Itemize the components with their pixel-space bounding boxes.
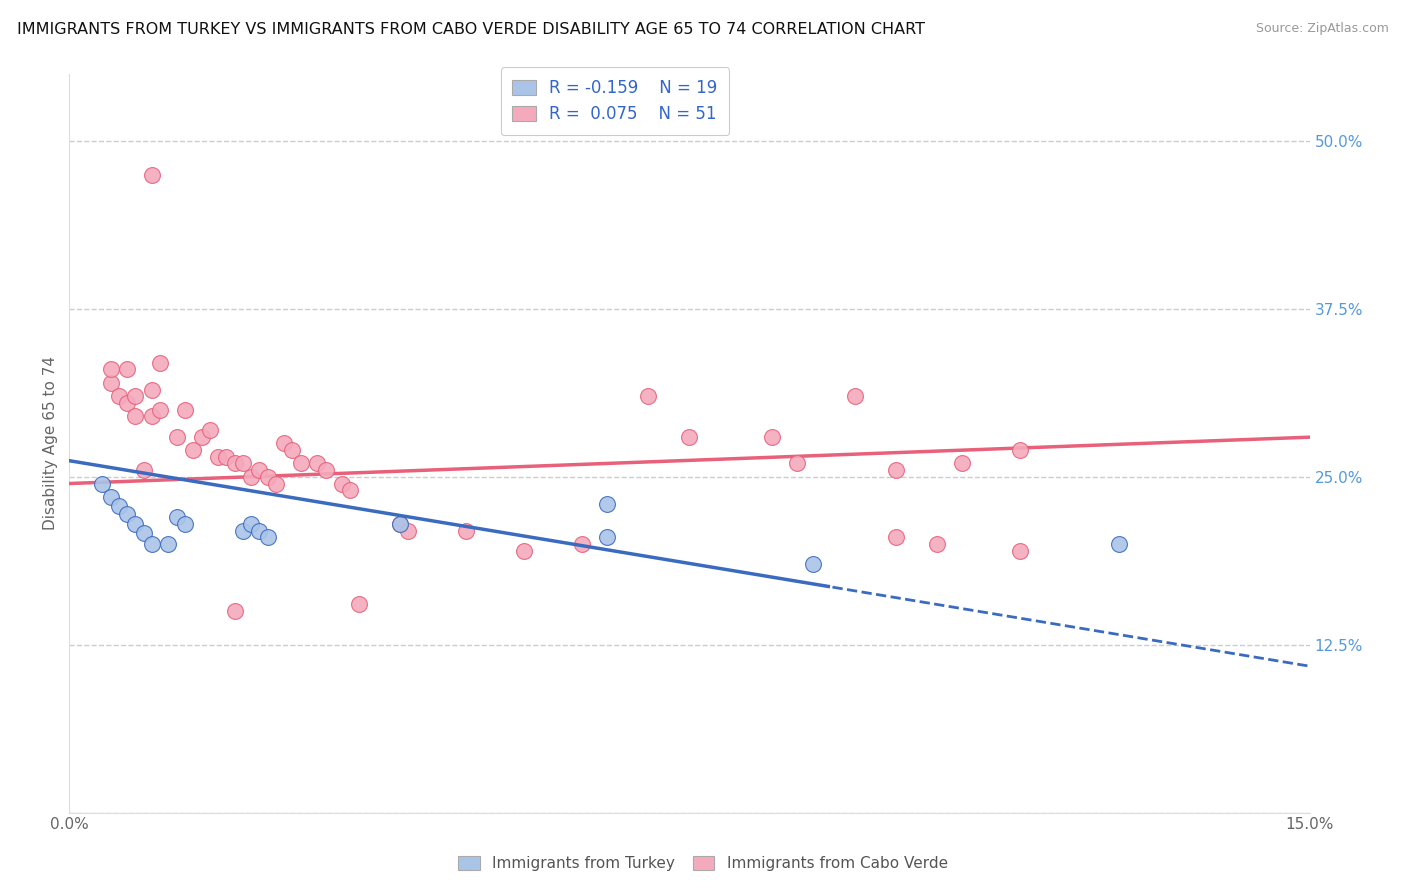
Point [596, 497, 619, 511]
Point [927, 537, 949, 551]
Point [1010, 442, 1032, 457]
Point [240, 516, 263, 531]
Point [339, 483, 361, 498]
Point [456, 524, 478, 538]
Point [761, 429, 783, 443]
Point [884, 530, 907, 544]
Point [91, 476, 114, 491]
Point [174, 516, 197, 531]
Point [207, 450, 229, 464]
Point [396, 524, 419, 538]
Legend: Immigrants from Turkey, Immigrants from Cabo Verde: Immigrants from Turkey, Immigrants from … [453, 850, 953, 877]
Point [232, 456, 254, 470]
Point [1108, 537, 1130, 551]
Point [215, 450, 238, 464]
Text: IMMIGRANTS FROM TURKEY VS IMMIGRANTS FROM CABO VERDE DISABILITY AGE 65 TO 74 COR: IMMIGRANTS FROM TURKEY VS IMMIGRANTS FRO… [17, 22, 925, 37]
Legend: R = -0.159    N = 19, R =  0.075    N = 51: R = -0.159 N = 19, R = 0.075 N = 51 [501, 68, 730, 136]
Point [166, 510, 188, 524]
Point [124, 409, 146, 424]
Point [141, 537, 163, 551]
Y-axis label: Disability Age 65 to 74: Disability Age 65 to 74 [44, 356, 58, 530]
Point [198, 423, 221, 437]
Point [678, 429, 700, 443]
Point [149, 402, 172, 417]
Point [950, 456, 973, 470]
Point [786, 456, 808, 470]
Point [108, 500, 131, 514]
Point [264, 476, 287, 491]
Point [803, 557, 825, 571]
Point [141, 409, 163, 424]
Point [290, 456, 312, 470]
Point [141, 168, 163, 182]
Point [240, 470, 263, 484]
Point [115, 362, 138, 376]
Point [132, 463, 155, 477]
Point [256, 470, 278, 484]
Point [100, 376, 122, 390]
Point [190, 429, 212, 443]
Point [571, 537, 593, 551]
Point [124, 516, 146, 531]
Point [388, 516, 411, 531]
Point [844, 389, 866, 403]
Point [157, 537, 180, 551]
Point [330, 476, 353, 491]
Point [166, 429, 188, 443]
Point [141, 383, 163, 397]
Point [513, 543, 536, 558]
Point [884, 463, 907, 477]
Point [100, 490, 122, 504]
Point [232, 524, 254, 538]
Point [256, 530, 278, 544]
Point [249, 463, 271, 477]
Point [174, 402, 197, 417]
Point [249, 524, 271, 538]
Point [315, 463, 337, 477]
Point [115, 396, 138, 410]
Point [149, 356, 172, 370]
Point [637, 389, 659, 403]
Point [596, 530, 619, 544]
Point [132, 526, 155, 541]
Point [307, 456, 329, 470]
Point [281, 442, 304, 457]
Point [388, 516, 411, 531]
Point [100, 362, 122, 376]
Point [273, 436, 295, 450]
Point [224, 456, 246, 470]
Point [224, 604, 246, 618]
Text: Source: ZipAtlas.com: Source: ZipAtlas.com [1256, 22, 1389, 36]
Point [115, 508, 138, 522]
Point [124, 389, 146, 403]
Point [347, 598, 370, 612]
Point [181, 442, 204, 457]
Point [1010, 543, 1032, 558]
Point [108, 389, 131, 403]
